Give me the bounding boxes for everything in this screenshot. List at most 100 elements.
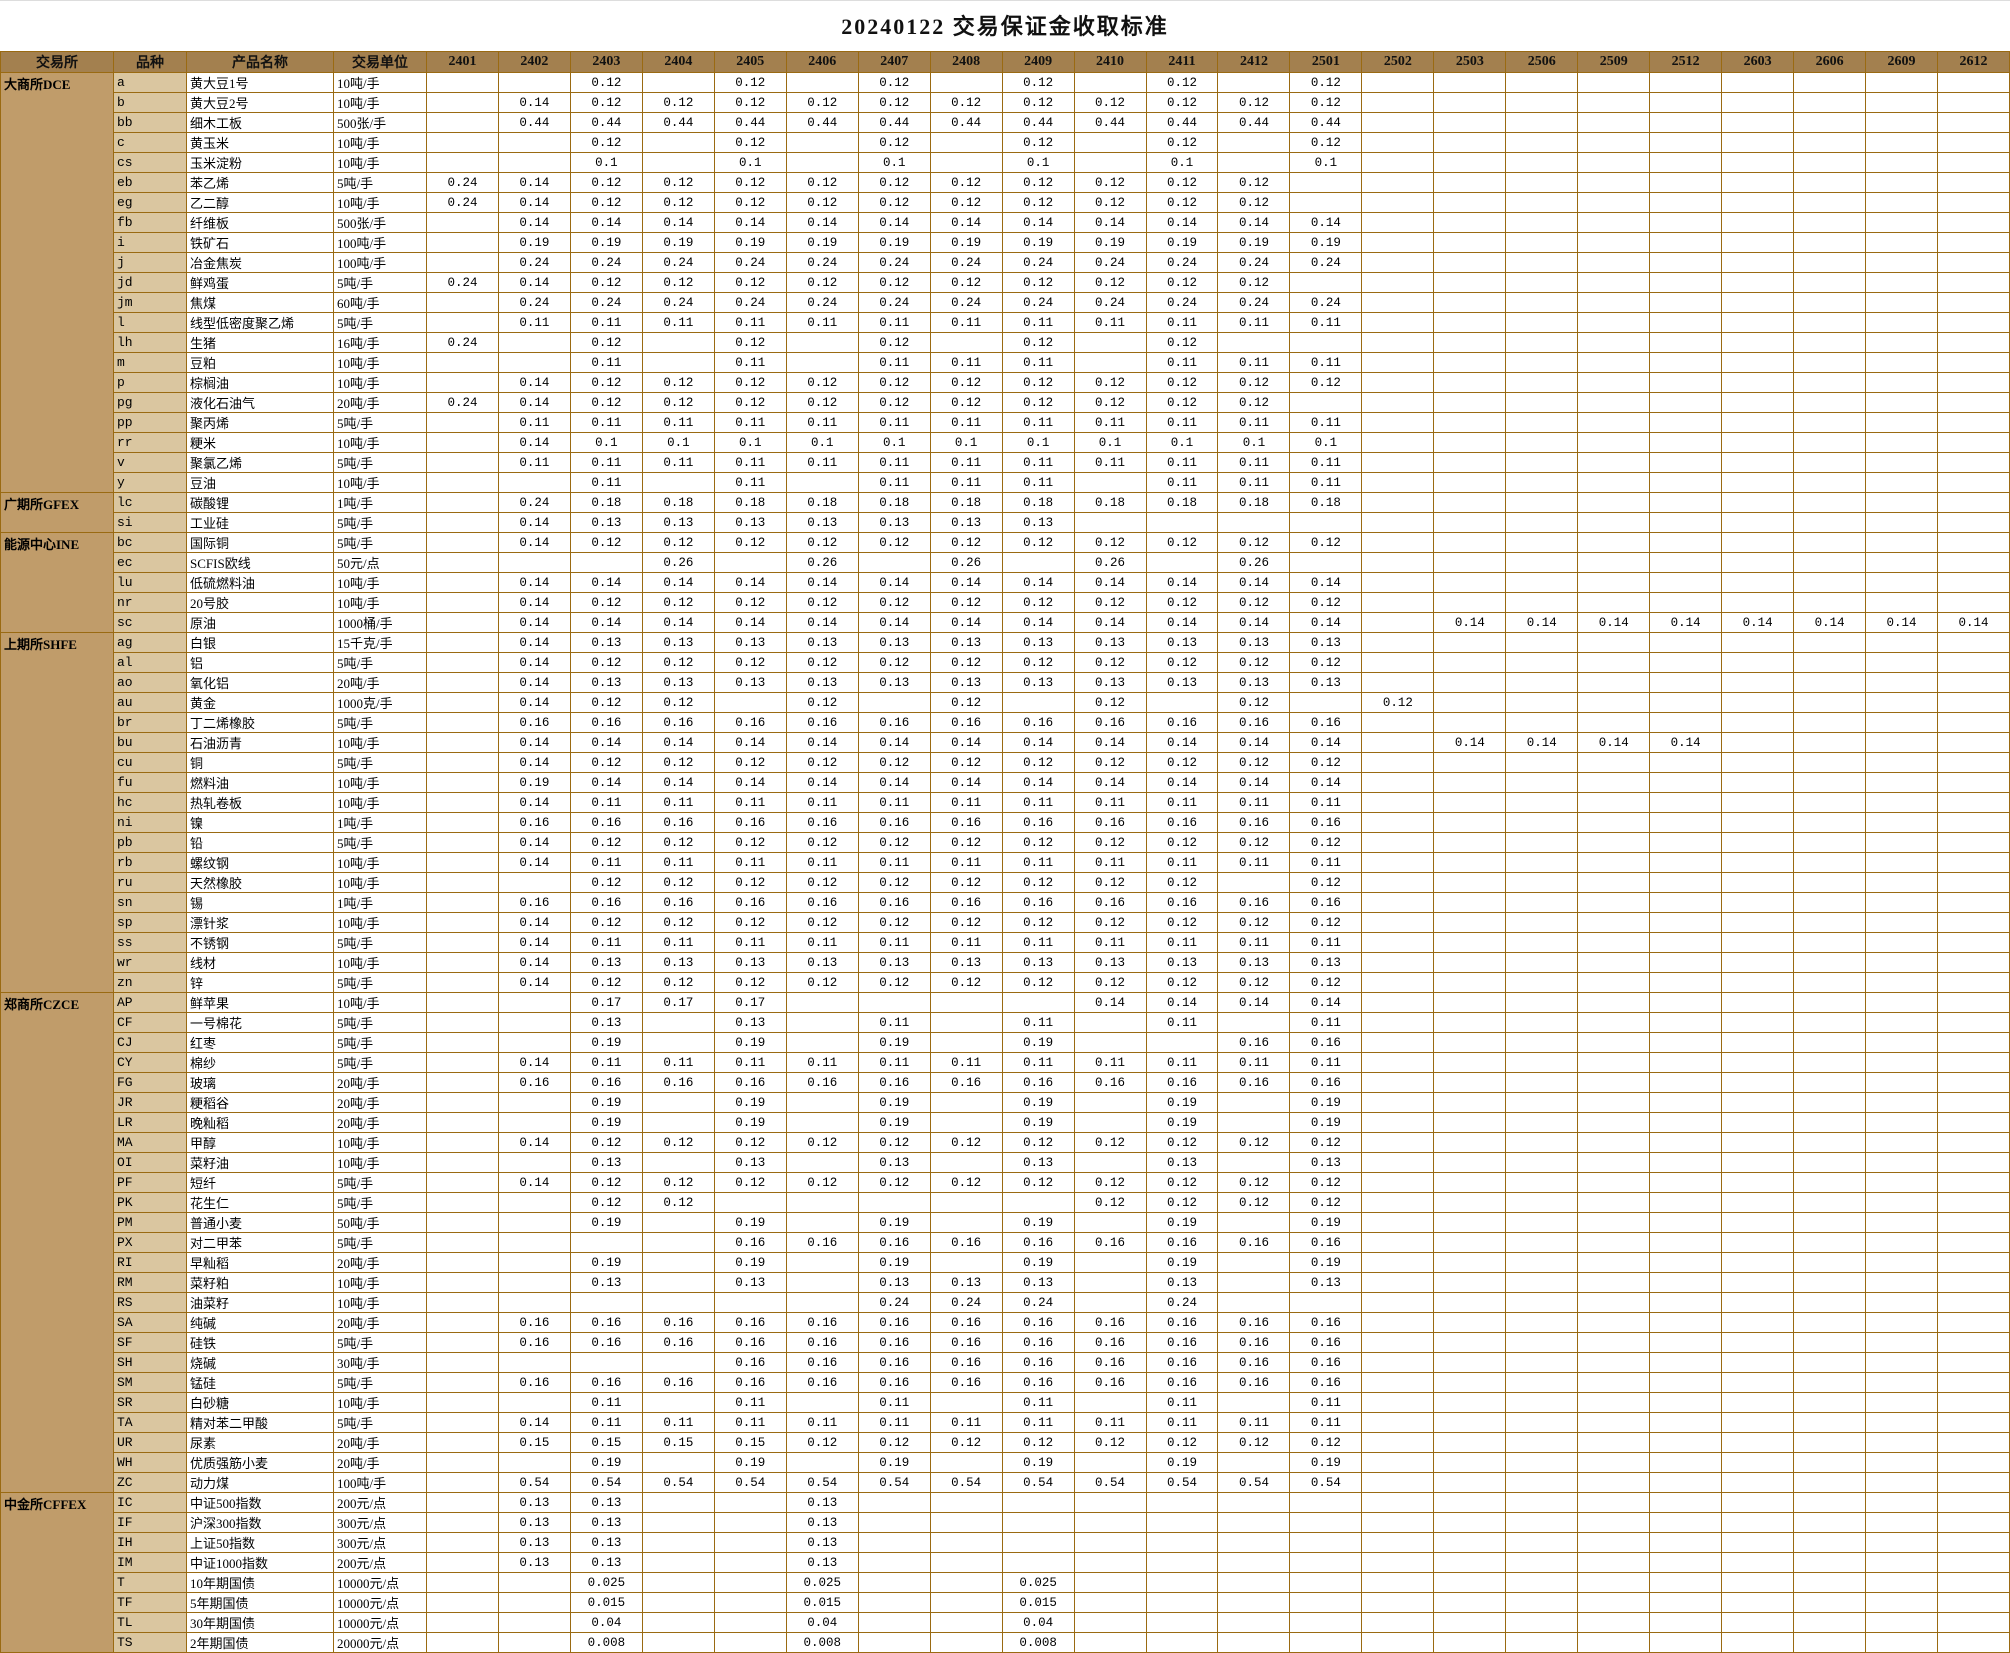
margin-rate-cell: 0.12 bbox=[1073, 752, 1147, 773]
margin-rate-cell bbox=[857, 992, 931, 1013]
margin-rate-cell: 0.12 bbox=[857, 1432, 931, 1453]
margin-rate-cell: 0.18 bbox=[785, 492, 859, 513]
margin-rate-cell bbox=[1793, 1552, 1867, 1573]
margin-rate-cell bbox=[1433, 792, 1507, 813]
margin-rate-cell bbox=[1865, 1192, 1939, 1213]
margin-rate-cell: 0.26 bbox=[929, 552, 1003, 573]
margin-rate-cell: 0.16 bbox=[1289, 1372, 1363, 1393]
margin-rate-cell: 0.14 bbox=[713, 732, 787, 753]
margin-rate-cell: 0.12 bbox=[1361, 692, 1435, 713]
margin-rate-cell: 0.24 bbox=[857, 292, 931, 313]
trading-unit: 10吨/手 bbox=[333, 1272, 427, 1293]
margin-rate-cell: 0.16 bbox=[1289, 1312, 1363, 1333]
margin-rate-cell: 0.13 bbox=[1001, 1152, 1075, 1173]
trading-unit: 10吨/手 bbox=[333, 132, 427, 153]
margin-rate-cell: 0.12 bbox=[785, 972, 859, 993]
margin-rate-cell bbox=[1433, 172, 1507, 193]
margin-rate-cell bbox=[1937, 872, 2010, 893]
margin-rate-cell bbox=[1937, 1632, 2010, 1653]
margin-rate-cell bbox=[1433, 512, 1507, 533]
product-code: SF bbox=[113, 1332, 187, 1353]
margin-rate-cell bbox=[1577, 152, 1651, 173]
margin-rate-cell: 0.16 bbox=[1073, 1312, 1147, 1333]
header-month: 2503 bbox=[1433, 51, 1507, 73]
margin-rate-cell bbox=[641, 1012, 715, 1033]
margin-rate-cell bbox=[1721, 532, 1795, 553]
margin-rate-cell: 0.16 bbox=[1001, 1312, 1075, 1333]
margin-rate-cell: 0.16 bbox=[641, 812, 715, 833]
margin-rate-cell bbox=[1505, 852, 1579, 873]
product-name: 短纤 bbox=[186, 1172, 334, 1193]
margin-rate-cell bbox=[1937, 332, 2010, 353]
margin-rate-cell: 0.11 bbox=[1217, 932, 1291, 953]
margin-rate-cell: 0.11 bbox=[569, 792, 643, 813]
margin-rate-cell: 0.12 bbox=[1073, 172, 1147, 193]
margin-rate-cell bbox=[1649, 712, 1723, 733]
margin-rate-cell bbox=[857, 1572, 931, 1593]
trading-unit: 20000元/点 bbox=[333, 1632, 427, 1653]
trading-unit: 500张/手 bbox=[333, 112, 427, 133]
margin-rate-cell: 0.24 bbox=[1217, 252, 1291, 273]
margin-rate-cell bbox=[1505, 252, 1579, 273]
margin-rate-cell bbox=[1001, 692, 1075, 713]
margin-rate-cell bbox=[1937, 832, 2010, 853]
margin-rate-cell bbox=[1433, 552, 1507, 573]
margin-rate-cell: 0.12 bbox=[713, 752, 787, 773]
product-name: 鲜鸡蛋 bbox=[186, 272, 334, 293]
margin-rate-cell bbox=[426, 1612, 499, 1633]
product-name: 中证1000指数 bbox=[186, 1552, 334, 1573]
margin-rate-cell bbox=[1937, 452, 2010, 473]
margin-rate-cell: 0.12 bbox=[1289, 1132, 1363, 1153]
margin-rate-cell bbox=[1793, 1232, 1867, 1253]
margin-rate-cell: 0.13 bbox=[1289, 672, 1363, 693]
product-code: ni bbox=[113, 812, 187, 833]
margin-rate-cell: 0.12 bbox=[569, 192, 643, 213]
margin-rate-cell bbox=[1721, 1472, 1795, 1493]
margin-rate-cell bbox=[1505, 672, 1579, 693]
margin-rate-cell bbox=[1505, 692, 1579, 713]
margin-rate-cell: 0.14 bbox=[497, 832, 571, 853]
margin-rate-cell: 0.12 bbox=[1145, 192, 1219, 213]
margin-rate-cell: 0.11 bbox=[1073, 1052, 1147, 1073]
margin-rate-cell bbox=[1937, 972, 2010, 993]
margin-rate-cell bbox=[1721, 672, 1795, 693]
margin-rate-cell: 0.015 bbox=[569, 1592, 643, 1613]
margin-rate-cell bbox=[1937, 1032, 2010, 1053]
margin-rate-cell bbox=[1865, 1292, 1939, 1313]
product-name: 动力煤 bbox=[186, 1472, 334, 1493]
margin-rate-cell bbox=[1505, 1252, 1579, 1273]
margin-rate-cell bbox=[1865, 1232, 1939, 1253]
margin-rate-cell bbox=[1361, 132, 1435, 153]
margin-rate-cell bbox=[1649, 1492, 1723, 1513]
product-code: IC bbox=[113, 1492, 187, 1513]
margin-rate-cell: 0.11 bbox=[1073, 312, 1147, 333]
margin-rate-cell bbox=[1361, 652, 1435, 673]
margin-rate-cell bbox=[1361, 232, 1435, 253]
margin-rate-cell bbox=[1865, 592, 1939, 613]
margin-rate-cell: 0.11 bbox=[1073, 452, 1147, 473]
margin-rate-cell bbox=[1721, 1392, 1795, 1413]
margin-rate-cell: 0.12 bbox=[641, 1172, 715, 1193]
margin-rate-cell bbox=[857, 1612, 931, 1633]
margin-rate-cell: 0.13 bbox=[713, 672, 787, 693]
margin-rate-cell: 0.11 bbox=[1001, 1392, 1075, 1413]
margin-rate-cell bbox=[929, 1112, 1003, 1133]
margin-rate-cell bbox=[1721, 572, 1795, 593]
margin-rate-cell: 0.11 bbox=[857, 452, 931, 473]
margin-rate-cell bbox=[1721, 992, 1795, 1013]
margin-rate-cell bbox=[1865, 1572, 1939, 1593]
margin-rate-cell bbox=[1937, 792, 2010, 813]
margin-rate-cell bbox=[426, 832, 499, 853]
margin-rate-cell bbox=[1793, 72, 1867, 93]
product-name: 棕榈油 bbox=[186, 372, 334, 393]
margin-rate-cell bbox=[1505, 312, 1579, 333]
margin-rate-cell: 0.19 bbox=[569, 232, 643, 253]
margin-rate-cell: 0.54 bbox=[1145, 1472, 1219, 1493]
margin-rate-cell: 0.24 bbox=[929, 1292, 1003, 1313]
product-code: m bbox=[113, 352, 187, 373]
margin-rate-cell bbox=[1865, 712, 1939, 733]
margin-rate-cell bbox=[1865, 532, 1939, 553]
margin-rate-cell: 0.12 bbox=[1145, 652, 1219, 673]
table-row: fb 纤维板 500张/手 0.14 0.14 0.14 0.14 0.14 0.14 0.14 0… bbox=[1, 212, 2010, 233]
margin-rate-cell: 0.11 bbox=[1073, 852, 1147, 873]
